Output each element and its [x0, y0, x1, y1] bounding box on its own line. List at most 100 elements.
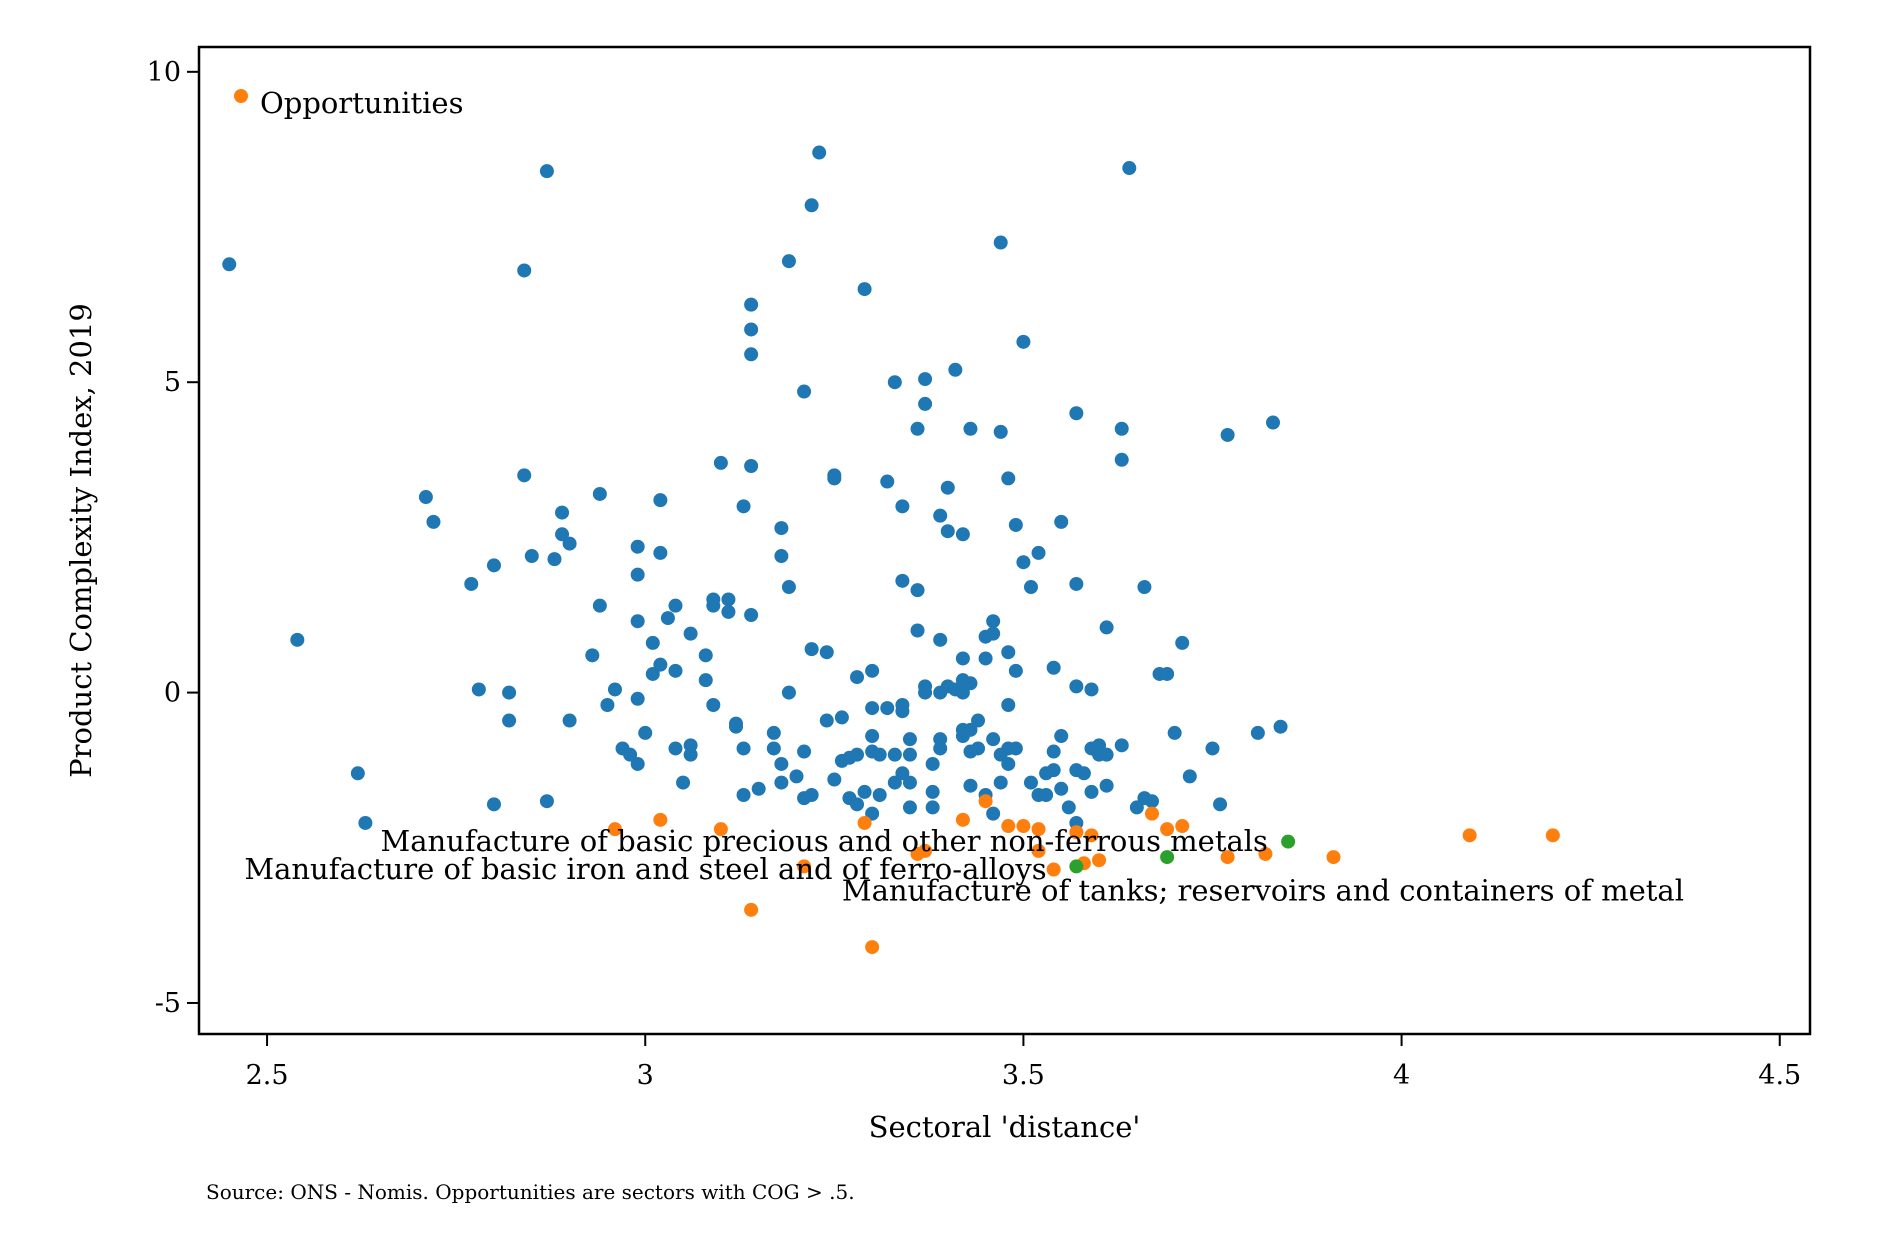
point-all-sectors: [766, 725, 781, 740]
point-all-sectors: [1031, 545, 1046, 560]
point-all-sectors: [676, 775, 691, 790]
point-opportunities: [1046, 862, 1061, 877]
point-all-sectors: [955, 527, 970, 542]
point-all-sectors: [993, 235, 1008, 250]
point-all-sectors: [471, 682, 486, 697]
point-all-sectors: [902, 747, 917, 762]
point-all-sectors: [993, 775, 1008, 790]
point-all-sectors: [774, 521, 789, 536]
point-opportunities: [713, 822, 728, 837]
point-all-sectors: [464, 576, 479, 591]
point-all-sectors: [585, 648, 600, 663]
point-all-sectors: [872, 788, 887, 803]
point-all-sectors: [850, 797, 865, 812]
point-all-sectors: [1205, 741, 1220, 756]
point-all-sectors: [1023, 775, 1038, 790]
y-tick-label: 0: [164, 678, 181, 709]
point-all-sectors: [1069, 406, 1084, 421]
point-all-sectors: [736, 788, 751, 803]
point-all-sectors: [895, 499, 910, 514]
point-all-sectors: [721, 592, 736, 607]
point-all-sectors: [797, 384, 812, 399]
point-all-sectors: [1266, 415, 1280, 430]
point-all-sectors: [1099, 778, 1114, 793]
point-all-sectors: [517, 468, 532, 483]
point-all-sectors: [925, 800, 940, 815]
point-all-sectors: [645, 635, 660, 650]
point-all-sectors: [789, 769, 804, 784]
point-all-sectors: [1114, 421, 1129, 436]
point-all-sectors: [630, 614, 645, 629]
point-all-sectors: [1054, 514, 1069, 529]
point-opportunities: [865, 940, 880, 955]
point-all-sectors: [592, 486, 607, 501]
point-all-sectors: [872, 747, 887, 762]
point-all-sectors: [1084, 784, 1099, 799]
point-all-sectors: [1054, 729, 1069, 744]
point-all-sectors: [880, 701, 895, 716]
point-highlighted: [1160, 850, 1175, 865]
point-all-sectors: [1001, 698, 1016, 712]
point-all-sectors: [539, 794, 554, 809]
point-all-sectors: [729, 716, 743, 731]
point-all-sectors: [713, 455, 728, 470]
point-opportunities: [955, 812, 970, 827]
point-all-sectors: [660, 611, 675, 626]
point-all-sectors: [774, 756, 789, 771]
point-all-sectors: [1129, 800, 1144, 815]
point-all-sectors: [986, 626, 1001, 641]
plot-frame: [197, 45, 1812, 1036]
point-all-sectors: [555, 505, 570, 520]
point-all-sectors: [902, 775, 917, 790]
point-all-sectors: [1076, 766, 1091, 781]
point-all-sectors: [1069, 576, 1084, 591]
point-opportunities: [1069, 825, 1084, 840]
point-all-sectors: [1061, 800, 1076, 815]
point-all-sectors: [638, 725, 653, 740]
point-all-sectors: [1016, 555, 1031, 570]
point-all-sectors: [978, 651, 993, 666]
point-all-sectors: [683, 747, 698, 762]
point-all-sectors: [766, 741, 781, 756]
point-all-sectors: [940, 524, 955, 539]
point-all-sectors: [1099, 747, 1114, 762]
point-all-sectors: [290, 632, 305, 647]
point-all-sectors: [1054, 781, 1069, 796]
annotations: Manufacture of basic precious and other …: [244, 824, 1684, 908]
point-all-sectors: [653, 493, 668, 508]
y-tick-label: -5: [155, 988, 181, 1019]
point-all-sectors: [819, 713, 834, 728]
point-opportunities: [1175, 819, 1190, 834]
point-all-sectors: [963, 722, 978, 737]
point-all-sectors: [857, 282, 872, 297]
point-all-sectors: [1008, 663, 1023, 678]
legend-label-opportunities: Opportunities: [260, 86, 463, 120]
point-all-sectors: [744, 322, 759, 337]
point-all-sectors: [925, 756, 940, 771]
point-all-sectors: [630, 539, 645, 554]
point-all-sectors: [1008, 741, 1023, 756]
point-all-sectors: [524, 549, 539, 564]
point-all-sectors: [902, 732, 917, 747]
point-all-sectors: [986, 806, 1001, 821]
point-opportunities: [1001, 819, 1016, 834]
point-all-sectors: [706, 592, 721, 607]
point-all-sectors: [850, 747, 865, 762]
point-opportunities: [1326, 850, 1341, 865]
point-all-sectors: [955, 651, 970, 666]
point-all-sectors: [502, 685, 517, 700]
point-all-sectors: [887, 747, 902, 762]
point-all-sectors: [986, 614, 1001, 629]
point-all-sectors: [804, 642, 819, 657]
point-all-sectors: [902, 800, 917, 815]
point-opportunities: [1084, 828, 1099, 843]
point-all-sectors: [744, 297, 759, 312]
annotation-label: Manufacture of tanks; reservoirs and con…: [842, 874, 1684, 908]
point-opportunities: [653, 812, 668, 827]
point-all-sectors: [1001, 756, 1016, 771]
point-all-sectors: [955, 685, 970, 700]
point-all-sectors: [607, 682, 622, 697]
point-all-sectors: [963, 421, 978, 436]
point-all-sectors: [630, 756, 645, 771]
point-all-sectors: [751, 781, 766, 796]
